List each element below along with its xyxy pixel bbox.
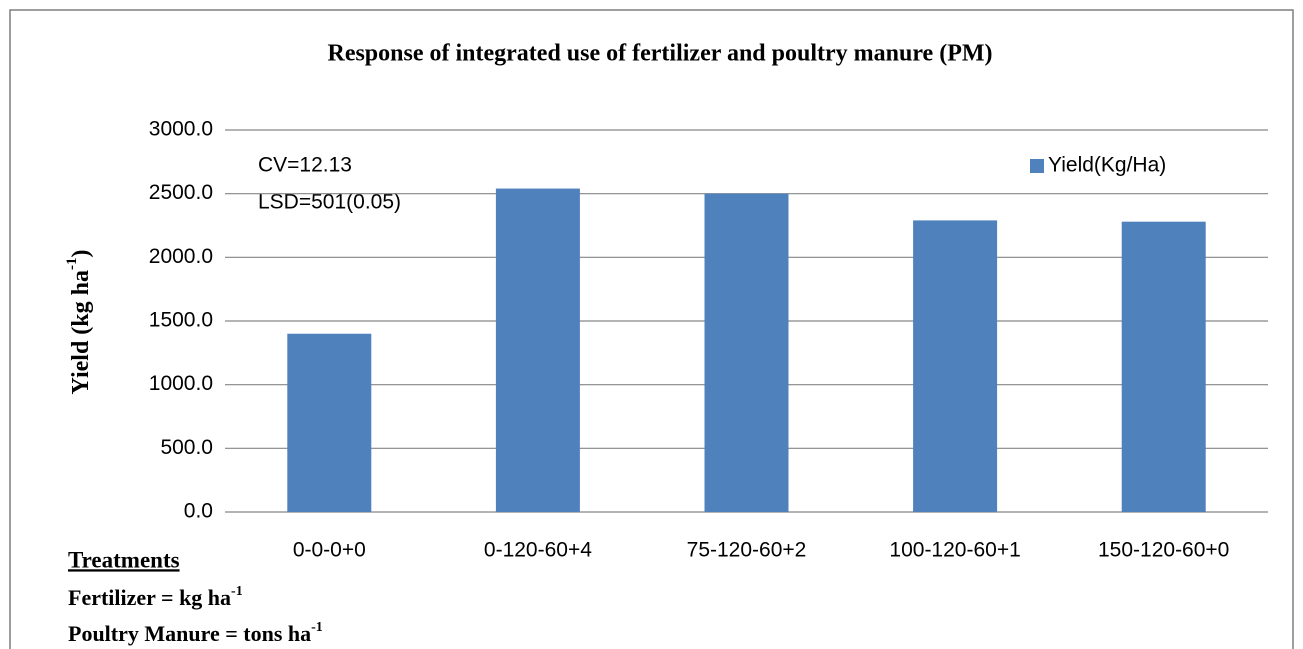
x-tick-label: 0-120-60+4 [484, 539, 592, 562]
y-tick-label: 2000.0 [149, 245, 213, 268]
chart-title: Response of integrated use of fertilizer… [327, 41, 992, 67]
legend-swatch [1030, 159, 1044, 173]
footnote-text: Poultry Manure = tons ha [68, 621, 311, 646]
y-axis-label: Yield (kg ha-1) [64, 250, 93, 395]
y-label-text: Yield (kg ha [68, 270, 94, 394]
y-tick-label: 3000.0 [149, 118, 213, 141]
x-tick-label: 150-120-60+0 [1098, 539, 1229, 562]
y-tick-label: 1000.0 [149, 372, 213, 395]
annotation: LSD=501(0.05) [258, 191, 401, 214]
x-tick-label: 0-0-0+0 [293, 539, 366, 562]
footnote-sup: -1 [311, 620, 323, 635]
bar [287, 333, 372, 512]
annotation: CV=12.13 [258, 154, 352, 177]
footnote-line: Poultry Manure = tons ha-1 [68, 620, 323, 646]
bar [704, 193, 789, 512]
chart-frame [9, 9, 1294, 649]
y-tick-label: 0.0 [184, 500, 213, 523]
footnote-line: Fertilizer = kg ha-1 [68, 584, 243, 610]
y-label-sup: -1 [64, 258, 80, 271]
legend-label: Yield(Kg/Ha) [1048, 154, 1166, 177]
bar [913, 220, 998, 512]
y-tick-label: 2500.0 [149, 181, 213, 204]
y-tick-label: 500.0 [160, 436, 213, 459]
x-tick-label: 75-120-60+2 [687, 539, 807, 562]
bar [495, 188, 580, 512]
footnote-sup: -1 [231, 584, 243, 599]
y-label-end: ) [68, 250, 94, 258]
bar [1121, 221, 1206, 512]
x-tick-label: 100-120-60+1 [889, 539, 1020, 562]
footnote-heading: Treatments [68, 547, 180, 572]
y-tick-label: 1500.0 [149, 309, 213, 332]
footnote-text: Fertilizer = kg ha [68, 585, 231, 610]
